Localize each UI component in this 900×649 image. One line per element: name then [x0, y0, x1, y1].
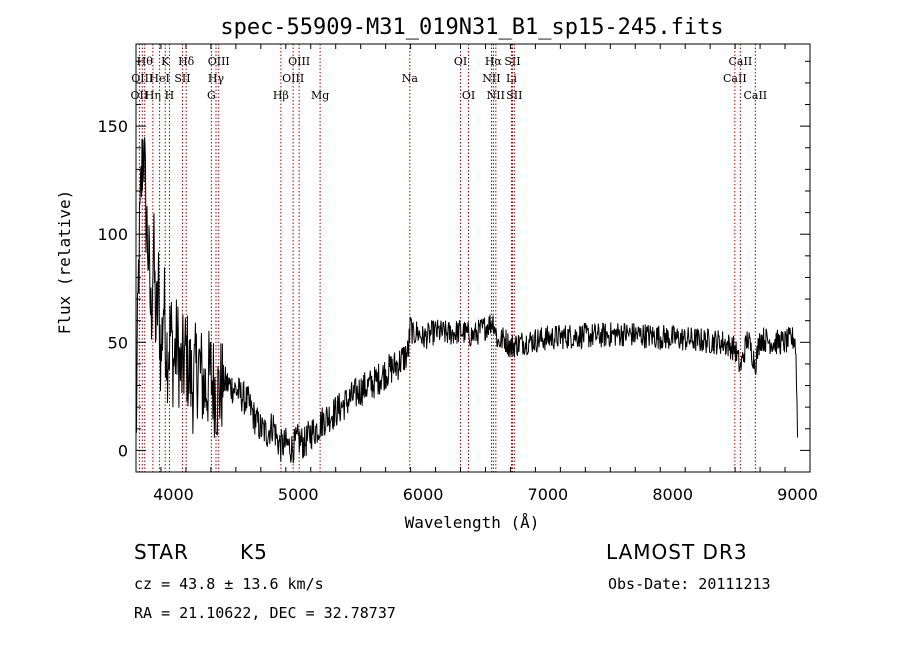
line-marker-label-7: SII: [174, 72, 190, 85]
line-marker-label-6: H: [165, 89, 175, 102]
line-marker-label-26: CaII: [729, 55, 753, 68]
line-marker-label-16: Na: [402, 72, 419, 85]
y-tick-label-3: 150: [97, 117, 128, 136]
line-marker-label-19: NII: [482, 72, 500, 85]
y-tick-label-0: 0: [118, 441, 128, 460]
plot-frame: [135, 43, 811, 473]
redshift-cz: cz = 43.8 ± 13.6 km/s: [134, 575, 324, 593]
line-marker-label-24: SII: [506, 89, 522, 102]
line-marker-label-14: OIII: [288, 55, 310, 68]
chart-title: spec-55909-M31_019N31_B1_sp15-245.fits: [220, 15, 723, 40]
spectrum-line: [135, 137, 798, 464]
observation-date: Obs-Date: 20111213: [608, 575, 771, 593]
object-subclass: K5: [240, 540, 268, 564]
emission-line-markers: OII OIII Hθ Hη HeI K H SII Hδ G Hγ OIII Hβ OIII OIII Mg…: [131, 44, 767, 472]
x-axis-label: Wavelength (Å): [405, 513, 540, 532]
line-marker-label-18: OI: [462, 89, 475, 102]
line-marker-label-0: OII: [131, 89, 149, 102]
line-marker-label-11: OIII: [208, 55, 230, 68]
line-marker-label-17: OI: [454, 55, 467, 68]
x-tick-label-2: 6000: [403, 485, 444, 504]
y-axis: 0 50 100 150: [97, 60, 810, 473]
line-marker-label-21: NII: [487, 89, 505, 102]
line-marker-label-1: OIII: [131, 72, 153, 85]
line-marker-label-22: Li: [506, 72, 517, 85]
line-marker-label-15: Mg: [311, 89, 329, 102]
line-marker-label-13: OIII: [282, 72, 304, 85]
line-marker-label-5: K: [161, 55, 170, 68]
line-marker-label-9: G: [207, 89, 216, 102]
x-tick-label-0: 4000: [153, 485, 194, 504]
y-tick-label-1: 50: [108, 333, 128, 352]
line-marker-label-8: Hδ: [178, 55, 195, 68]
x-tick-label-3: 7000: [528, 485, 569, 504]
object-class: STAR: [134, 540, 189, 564]
line-marker-label-2: Hθ: [137, 55, 154, 68]
line-marker-label-27: CaII: [743, 89, 767, 102]
x-tick-label-1: 5000: [278, 485, 319, 504]
line-marker-label-25: CaII: [723, 72, 747, 85]
line-marker-label-12: Hβ: [273, 89, 289, 102]
line-marker-label-3: Hη: [145, 89, 161, 102]
line-marker-label-10: Hγ: [208, 72, 225, 85]
x-axis: 4000 5000 6000 7000 8000 9000: [135, 44, 818, 504]
line-marker-label-20: Hα: [485, 55, 503, 68]
y-tick-label-2: 100: [97, 225, 128, 244]
line-marker-label-23: SII: [504, 55, 520, 68]
x-tick-label-5: 9000: [777, 485, 818, 504]
survey-name: LAMOST DR3: [606, 540, 748, 564]
x-tick-label-4: 8000: [652, 485, 693, 504]
coordinates: RA = 21.10622, DEC = 32.78737: [134, 604, 396, 622]
line-marker-label-4: HeI: [149, 72, 169, 85]
y-axis-label: Flux (relative): [55, 190, 74, 335]
